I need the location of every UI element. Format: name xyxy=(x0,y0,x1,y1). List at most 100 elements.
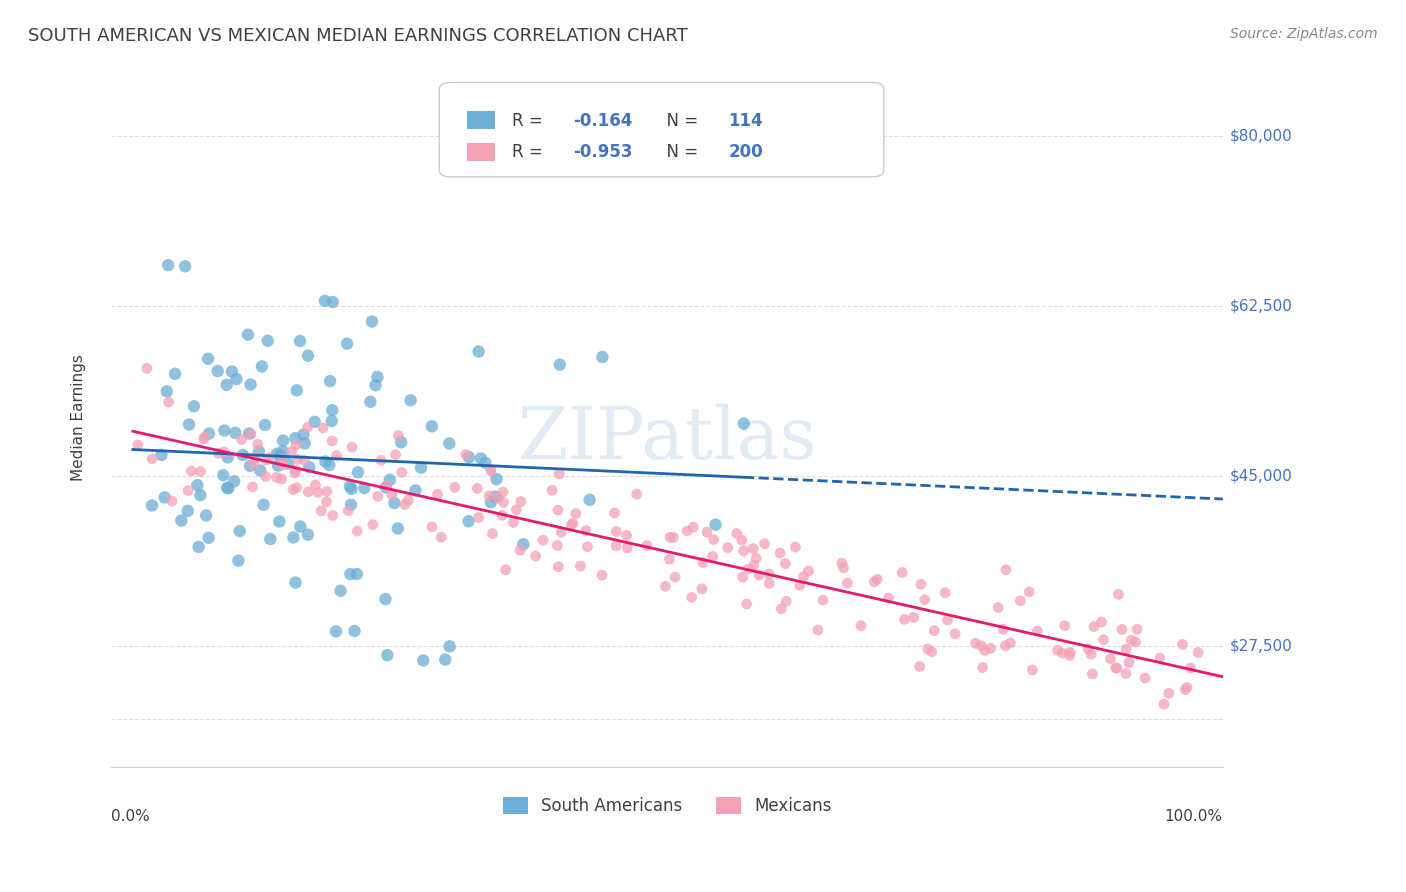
South Americans xyxy=(484,490,506,504)
South Americans xyxy=(247,444,270,458)
South Americans xyxy=(439,640,461,654)
Mexicans xyxy=(1111,623,1133,637)
South Americans xyxy=(170,514,193,528)
Mexicans xyxy=(367,490,389,504)
Mexicans xyxy=(505,503,527,517)
South Americans xyxy=(284,431,307,445)
South Americans xyxy=(266,447,288,461)
South Americans xyxy=(290,519,312,533)
South Americans xyxy=(321,414,343,428)
Mexicans xyxy=(717,541,740,555)
Mexicans xyxy=(381,487,404,501)
South Americans xyxy=(347,465,370,479)
South Americans xyxy=(269,448,291,462)
South Americans xyxy=(157,258,180,272)
Mexicans xyxy=(321,434,343,448)
Mexicans xyxy=(993,622,1015,636)
Mexicans xyxy=(285,438,308,452)
Text: $27,500: $27,500 xyxy=(1230,639,1292,654)
Mexicans xyxy=(1125,635,1147,649)
Mexicans xyxy=(1133,671,1156,685)
Mexicans xyxy=(266,470,288,484)
Mexicans xyxy=(254,453,277,467)
Mexicans xyxy=(337,504,360,518)
Mexicans xyxy=(384,448,406,462)
FancyBboxPatch shape xyxy=(439,82,884,177)
South Americans xyxy=(288,334,311,348)
South Americans xyxy=(548,358,571,372)
Mexicans xyxy=(242,480,264,494)
Mexicans xyxy=(257,450,280,465)
Mexicans xyxy=(703,533,725,547)
Mexicans xyxy=(304,478,326,492)
Mexicans xyxy=(550,525,572,540)
FancyBboxPatch shape xyxy=(467,112,495,129)
Mexicans xyxy=(387,428,409,442)
Mexicans xyxy=(312,421,335,435)
Mexicans xyxy=(1174,682,1197,697)
South Americans xyxy=(284,575,307,590)
South Americans xyxy=(271,444,294,458)
Mexicans xyxy=(193,430,215,444)
Text: N =: N = xyxy=(657,112,703,130)
South Americans xyxy=(297,527,319,541)
Mexicans xyxy=(492,485,515,500)
Mexicans xyxy=(575,524,598,538)
South Americans xyxy=(434,652,457,666)
Mexicans xyxy=(479,462,502,476)
South Americans xyxy=(343,624,366,638)
Mexicans xyxy=(444,480,467,494)
Mexicans xyxy=(1077,641,1099,656)
Mexicans xyxy=(391,466,413,480)
Text: R =: R = xyxy=(512,112,547,130)
Mexicans xyxy=(420,520,443,534)
Mexicans xyxy=(662,530,685,544)
South Americans xyxy=(217,481,239,495)
Mexicans xyxy=(1121,633,1143,648)
South Americans xyxy=(470,451,492,466)
Mexicans xyxy=(240,427,263,442)
South Americans xyxy=(336,336,359,351)
Mexicans xyxy=(1149,651,1171,665)
Mexicans xyxy=(1105,661,1128,675)
Mexicans xyxy=(246,437,269,451)
Mexicans xyxy=(231,433,253,447)
South Americans xyxy=(340,498,363,512)
South Americans xyxy=(409,460,432,475)
Mexicans xyxy=(294,453,316,467)
Mexicans xyxy=(1115,642,1137,657)
Text: -0.164: -0.164 xyxy=(572,112,633,130)
South Americans xyxy=(141,499,163,513)
South Americans xyxy=(420,419,443,434)
Mexicans xyxy=(908,659,931,673)
South Americans xyxy=(353,481,375,495)
South Americans xyxy=(329,583,352,598)
South Americans xyxy=(177,504,200,518)
Mexicans xyxy=(297,420,319,434)
Mexicans xyxy=(1092,632,1115,647)
South Americans xyxy=(225,372,247,386)
South Americans xyxy=(285,384,308,398)
South Americans xyxy=(221,365,243,379)
Mexicans xyxy=(891,566,914,580)
Mexicans xyxy=(654,579,676,593)
Mexicans xyxy=(943,627,966,641)
Mexicans xyxy=(546,538,568,552)
Text: Median Earnings: Median Earnings xyxy=(70,354,86,482)
Text: 0.0%: 0.0% xyxy=(111,809,150,824)
South Americans xyxy=(187,540,209,554)
South Americans xyxy=(217,450,239,465)
South Americans xyxy=(215,377,238,392)
South Americans xyxy=(387,521,409,535)
Mexicans xyxy=(603,506,626,520)
Mexicans xyxy=(1010,594,1032,608)
Mexicans xyxy=(681,591,703,605)
Mexicans xyxy=(284,466,307,480)
Mexicans xyxy=(157,395,180,409)
Mexicans xyxy=(758,576,780,591)
Mexicans xyxy=(775,594,797,608)
Mexicans xyxy=(742,541,765,556)
South Americans xyxy=(322,295,344,310)
South Americans xyxy=(399,393,422,408)
Mexicans xyxy=(127,438,149,452)
